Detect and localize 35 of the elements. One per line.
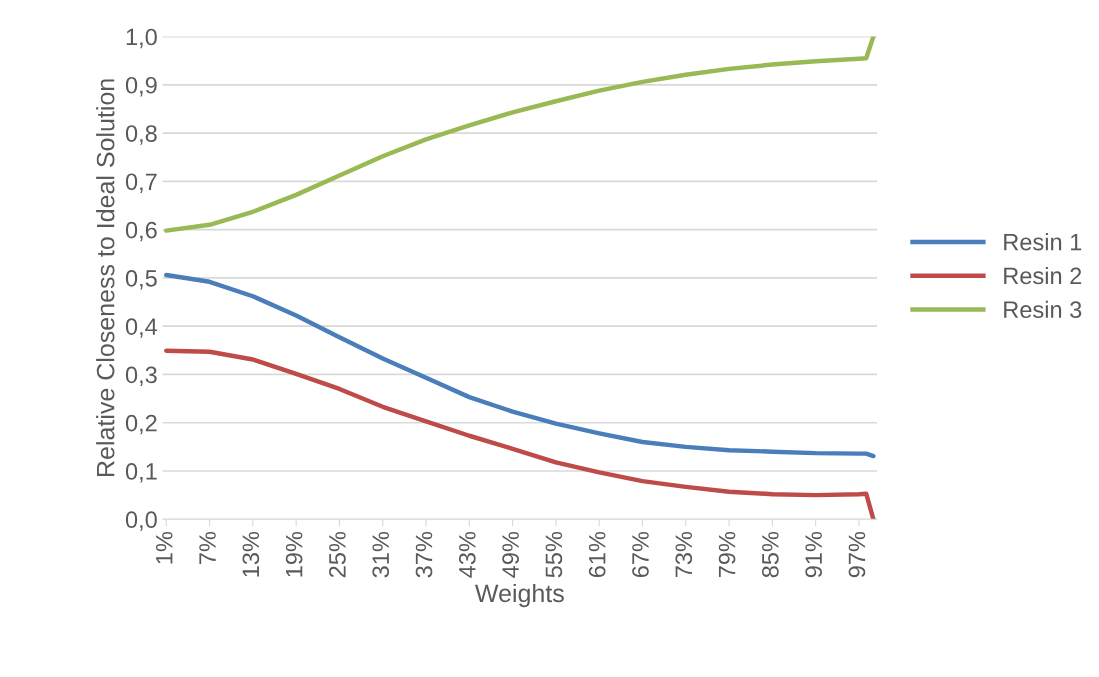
- y-tick-label: 0,6: [125, 221, 157, 242]
- line-series: [164, 36, 876, 233]
- x-tick-label: 7%: [199, 531, 216, 564]
- x-tick-label: 1%: [155, 531, 173, 564]
- x-tick-label: 61%: [588, 531, 606, 578]
- x-tick-label: 67%: [632, 531, 649, 578]
- y-tick-label: 0,1: [125, 463, 157, 483]
- y-tick-label: 0,3: [125, 366, 157, 387]
- x-tick-label: 55%: [545, 531, 563, 578]
- x-tick-label: 13%: [242, 531, 260, 577]
- x-tick-label: 97%: [848, 531, 866, 578]
- x-tick-label: 25%: [329, 531, 346, 578]
- legend-label: Resin 1: [1004, 233, 1082, 251]
- y-tick-label: 0,7: [125, 173, 157, 193]
- x-tick-label: 37%: [415, 531, 433, 578]
- y-axis-title: Relative Closeness to Ideal Solution: [96, 79, 115, 476]
- y-tick-label: 0,4: [125, 318, 158, 338]
- legend-label: Resin 2: [1004, 266, 1082, 285]
- y-tick-label: 0,5: [125, 269, 157, 290]
- y-tick-label: 0,9: [125, 76, 157, 97]
- line-series: [164, 272, 876, 459]
- x-axis-title: Weights: [475, 583, 564, 608]
- x-tick-label: 31%: [372, 531, 390, 578]
- x-tick-label: 49%: [502, 531, 519, 578]
- x-tick-label: 79%: [718, 531, 736, 578]
- x-tick-label: 43%: [458, 531, 476, 578]
- y-tick-label: 0,8: [125, 125, 157, 145]
- y-tick-label: 0,2: [125, 414, 157, 435]
- x-tick-label: 91%: [805, 531, 823, 578]
- x-tick-label: 73%: [675, 531, 693, 578]
- x-tick-label: 19%: [285, 531, 303, 577]
- y-tick-label: 0,0: [125, 511, 157, 531]
- y-tick-label: 1,0: [126, 28, 157, 49]
- legend-label: Resin 3: [1004, 300, 1082, 319]
- x-tick-label: 85%: [761, 531, 779, 578]
